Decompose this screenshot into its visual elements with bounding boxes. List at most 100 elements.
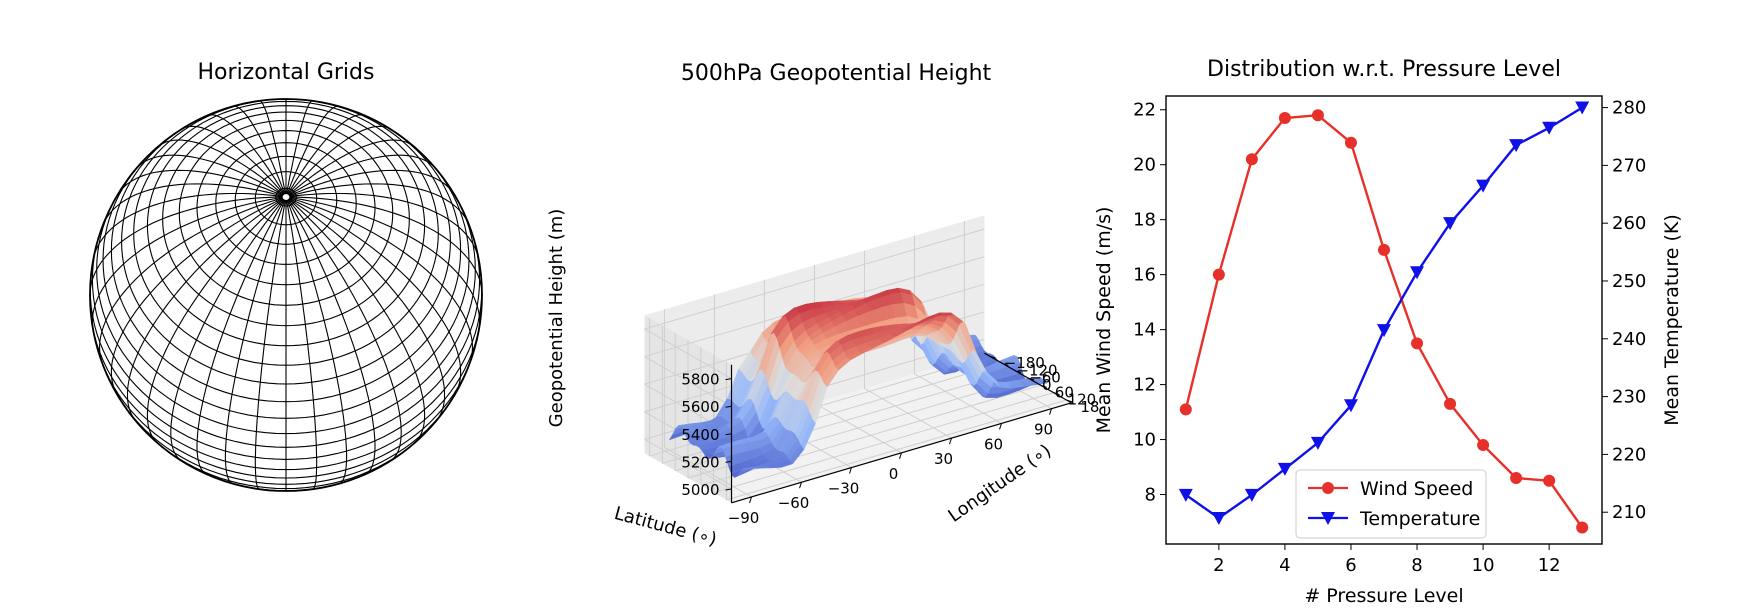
legend: Wind Speed Temperature [1295, 469, 1487, 539]
globe-longitude-line [101, 183, 283, 229]
x-tick-label: −60 [778, 494, 810, 512]
globe-title: Horizontal Grids [198, 60, 375, 85]
x-axis-line [731, 402, 1072, 504]
z-tick [725, 378, 732, 381]
globe-longitude-line [254, 199, 287, 490]
y-tick-label: 8 [1145, 485, 1156, 506]
globe-longitude-line [288, 198, 426, 445]
globe-longitude-line [99, 197, 283, 366]
globe-longitude-line [287, 125, 391, 195]
globe-longitude-line [232, 105, 286, 195]
z-tick [725, 488, 732, 491]
temperature-point [1310, 436, 1325, 450]
x-tick [799, 482, 802, 489]
x-tick [899, 452, 902, 459]
x-tick-label: −30 [828, 480, 860, 498]
x-tick-label: 12 [1538, 555, 1561, 576]
temperature-point [1476, 179, 1491, 193]
y-tick-label: 10 [1133, 430, 1156, 451]
y-right-tick-label: 210 [1612, 502, 1646, 523]
y-tick-label: −180 [1004, 354, 1045, 372]
x-tick-label: 10 [1472, 555, 1495, 576]
wind-speed-point [1411, 337, 1424, 350]
x-tick-label: 6 [1345, 555, 1356, 576]
wind-speed-point [1344, 136, 1357, 149]
globe-longitude-line [289, 196, 481, 331]
y-tick-label: 180 [1080, 398, 1100, 416]
y-tick-label: 12 [1133, 375, 1156, 396]
x-tick-label: 8 [1411, 555, 1422, 576]
wind-speed-point [1510, 472, 1523, 485]
temperature-point [1542, 121, 1557, 135]
globe-longitude-line [286, 105, 340, 195]
surface-title: 500hPa Geopotential Height [681, 61, 992, 86]
surface-ticks: 5000 5200 5400 5600 5800 −90 −60 −30 0 30 60 90 1801… [681, 352, 1100, 527]
wind-speed-point [1212, 268, 1225, 281]
y-tick-label: 22 [1133, 100, 1156, 121]
line-chart-ylabel-right: Mean Temperature (K) [1661, 214, 1683, 426]
globe-longitude-line [91, 196, 283, 331]
x-tick [999, 423, 1002, 430]
globe-longitude-line [89, 196, 283, 297]
temperature-point [1575, 101, 1590, 115]
z-tick-label: 5400 [681, 426, 719, 444]
x-tick-label: 0 [889, 465, 899, 483]
side-grid-line [644, 356, 732, 407]
y-tick-label: 0 [1042, 376, 1052, 394]
temperature-point [1244, 488, 1259, 502]
globe-longitude-line [156, 139, 284, 196]
surface-mesh [668, 287, 1048, 478]
globe-longitude-line [135, 154, 284, 196]
y-tick-label: 20 [1133, 155, 1156, 176]
y-right-tick-label: 230 [1612, 387, 1646, 408]
line-chart-series [1178, 101, 1590, 534]
globe-longitude-line [224, 199, 286, 485]
y-right-tick-label: 220 [1612, 444, 1646, 465]
y-right-tick-label: 260 [1612, 213, 1646, 234]
temperature-point [1377, 324, 1391, 338]
y-right-tick-label: 240 [1612, 329, 1646, 350]
z-tick-label: 5600 [681, 398, 719, 416]
temperature-point [1211, 511, 1226, 525]
y-tick-label: −120 [1016, 361, 1057, 379]
line-chart-xlabel: # Pressure Level [1304, 585, 1463, 607]
z-tick-label: 5800 [681, 371, 719, 389]
x-tick-label: 30 [934, 450, 953, 468]
x-tick [949, 437, 952, 445]
globe-longitude-line [289, 192, 480, 261]
globe-longitude-line [259, 100, 287, 195]
legend-wind-marker [1322, 482, 1334, 494]
legend-temp-marker [1321, 512, 1335, 525]
y-tick-label: 16 [1133, 265, 1156, 286]
globe-longitude-line [289, 197, 473, 366]
x-tick [849, 467, 852, 474]
plot-frame [1165, 95, 1603, 545]
globe-longitude-line [287, 199, 376, 475]
z-tick [725, 460, 732, 463]
globe-longitude-line [287, 199, 402, 462]
line-chart-ylabel: Mean Wind Speed (m/s) [1093, 207, 1115, 434]
z-tick-label: 5000 [681, 481, 719, 499]
x-tick-label: 2 [1213, 555, 1224, 576]
temperature-point [1509, 139, 1524, 153]
wind-speed-point [1278, 111, 1291, 124]
z-tick [725, 433, 732, 436]
legend-wind-label: Wind Speed [1360, 478, 1473, 500]
surface-facet [1031, 379, 1048, 386]
y-tick-label: −60 [1029, 369, 1061, 387]
x-tick-label: −90 [728, 509, 760, 527]
surface-panel: 500hPa Geopotential Height 5000 5200 5400 5… [546, 61, 1100, 550]
globe-longitude-line [146, 198, 284, 445]
surface-xlabel: Latitude (∘) [612, 503, 719, 550]
globe-longitude-line [289, 196, 483, 297]
wind-speed-point [1179, 403, 1192, 416]
back-grid-line [644, 228, 985, 330]
legend-temp-label: Temperature [1359, 508, 1480, 530]
globe-longitude-line [92, 192, 283, 261]
x-tick [1049, 408, 1052, 415]
y-right-tick-label: 270 [1612, 155, 1646, 176]
line-chart-panel: Distribution w.r.t. Pressure Level 2 4 6 8 1… [1093, 57, 1683, 607]
z-tick-label: 5200 [681, 453, 719, 471]
temperature-line [1185, 106, 1583, 520]
globe-longitude-line [170, 199, 285, 462]
